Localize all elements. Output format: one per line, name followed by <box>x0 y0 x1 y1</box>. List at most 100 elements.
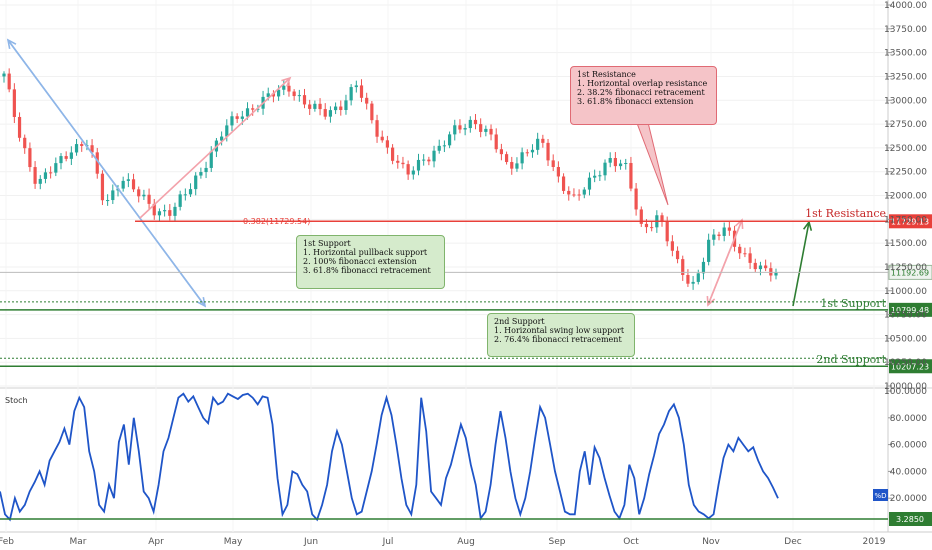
candle-body <box>142 194 146 197</box>
candle-body <box>2 73 6 77</box>
resistance-callout-line: 1. Horizontal overlap resistance <box>577 79 708 88</box>
candle-body <box>701 261 706 274</box>
candle-body <box>375 120 379 137</box>
price-tick-label: 13250.00 <box>884 72 927 82</box>
candle-body <box>722 227 726 236</box>
price-tick-label: 10750.00 <box>884 311 927 321</box>
candle-body <box>266 93 270 97</box>
support1-callout-line: 2. 100% fibonacci extension <box>303 257 417 266</box>
candle-body <box>717 234 721 236</box>
time-tick-label: Aug <box>457 537 475 547</box>
candle-body <box>743 253 747 255</box>
support2-callout-line: 1. Horizontal swing low support <box>494 326 625 335</box>
candle-body <box>173 206 177 216</box>
trend-arrow-head <box>196 297 207 308</box>
candle-body <box>131 179 136 190</box>
candle-body <box>691 281 695 284</box>
candle-body <box>463 128 467 130</box>
time-axis[interactable]: Feb Mar Apr May Jun Jul Aug Sep Oct Nov Dec 2019 <box>0 537 886 547</box>
candle-body <box>468 119 472 129</box>
level-price-tag <box>889 302 932 317</box>
candle-body <box>365 97 369 104</box>
candle-body <box>401 162 405 165</box>
time-tick-label: Apr <box>148 537 164 547</box>
stoch-title: Stoch <box>5 396 28 405</box>
stoch-tick-label: 40.0000 <box>890 467 927 477</box>
fib-arrow-head <box>281 76 292 87</box>
candle-body <box>106 200 110 202</box>
candle-body <box>665 221 669 242</box>
stoch-level-label: 3.2850 <box>896 515 924 524</box>
candle-body <box>629 162 633 189</box>
candle-body <box>49 172 53 174</box>
candle-body <box>618 163 623 167</box>
candle-body <box>43 172 48 179</box>
candle-body <box>764 265 768 269</box>
stoch-d-line <box>0 392 779 522</box>
last-price-label: 11192.69 <box>891 268 929 277</box>
candle-body <box>577 194 581 196</box>
candle-body <box>769 268 773 276</box>
stoch-badge <box>873 489 888 501</box>
support1-callout[interactable]: 1st Support 1. Horizontal pullback suppo… <box>296 235 445 289</box>
candle-body <box>437 145 441 151</box>
candle-body <box>442 145 447 147</box>
candle-body <box>28 148 32 168</box>
candle-body <box>225 125 229 137</box>
price-tick-label: 13500.00 <box>884 49 927 59</box>
candle-body <box>74 144 79 153</box>
candle-body <box>504 154 509 163</box>
candle-body <box>54 163 58 173</box>
candle-body <box>499 149 503 155</box>
candle-body <box>603 162 607 176</box>
candle-body <box>753 262 757 270</box>
candle-body <box>318 103 322 110</box>
support2-callout-title: 2nd Support <box>494 317 545 326</box>
candle-body <box>17 116 22 138</box>
support1-level-label: 1st Support <box>820 297 886 310</box>
candle-body <box>738 246 742 254</box>
trend-arrow <box>7 39 206 307</box>
candle-body <box>370 103 374 121</box>
candle-body <box>168 210 172 216</box>
candle-body <box>220 136 224 141</box>
candle-body <box>333 106 338 111</box>
candle-body <box>33 167 37 184</box>
candle-body <box>277 89 281 97</box>
candle-body <box>359 85 364 98</box>
candle-body <box>587 177 592 190</box>
candle-body <box>681 259 685 275</box>
level-price-tag <box>889 359 932 374</box>
stoch-tick-label: 100.0000 <box>884 387 927 397</box>
candle-body <box>551 160 555 167</box>
candle-body <box>339 106 343 110</box>
candle-body <box>774 271 778 276</box>
candle-body <box>100 173 105 201</box>
resistance-callout[interactable]: 1st Resistance 1. Horizontal overlap res… <box>570 66 717 125</box>
candle-body <box>38 178 42 184</box>
fib-arrow <box>707 219 743 306</box>
support2-callout[interactable]: 2nd Support 1. Horizontal swing low supp… <box>487 313 635 357</box>
support2-callout-line: 2. 76.4% fibonacci retracement <box>494 335 622 344</box>
price-axis[interactable]: 14000.00 13750.00 13500.00 13250.00 13000.00… <box>884 1 927 504</box>
stoch-badge-label: %D <box>874 492 886 500</box>
stoch-level-tag <box>889 512 932 526</box>
resistance-level-label: 1st Resistance <box>805 207 886 220</box>
candle-body <box>328 110 333 117</box>
candle-body <box>613 157 617 167</box>
time-tick-label: Jun <box>303 537 318 547</box>
candle-body <box>271 93 276 97</box>
support1-callout-title: 1st Support <box>303 239 351 248</box>
candle-body <box>194 175 198 190</box>
candle-body <box>422 159 426 161</box>
target-arrow <box>792 221 810 307</box>
candle-body <box>696 273 700 282</box>
candle-body <box>245 108 250 117</box>
candle-body <box>235 116 239 119</box>
candle-body <box>432 150 436 162</box>
candle-body <box>572 194 576 196</box>
candle-body <box>707 239 711 262</box>
fib-arrow-head <box>706 295 716 307</box>
fib-arrow <box>139 77 291 219</box>
